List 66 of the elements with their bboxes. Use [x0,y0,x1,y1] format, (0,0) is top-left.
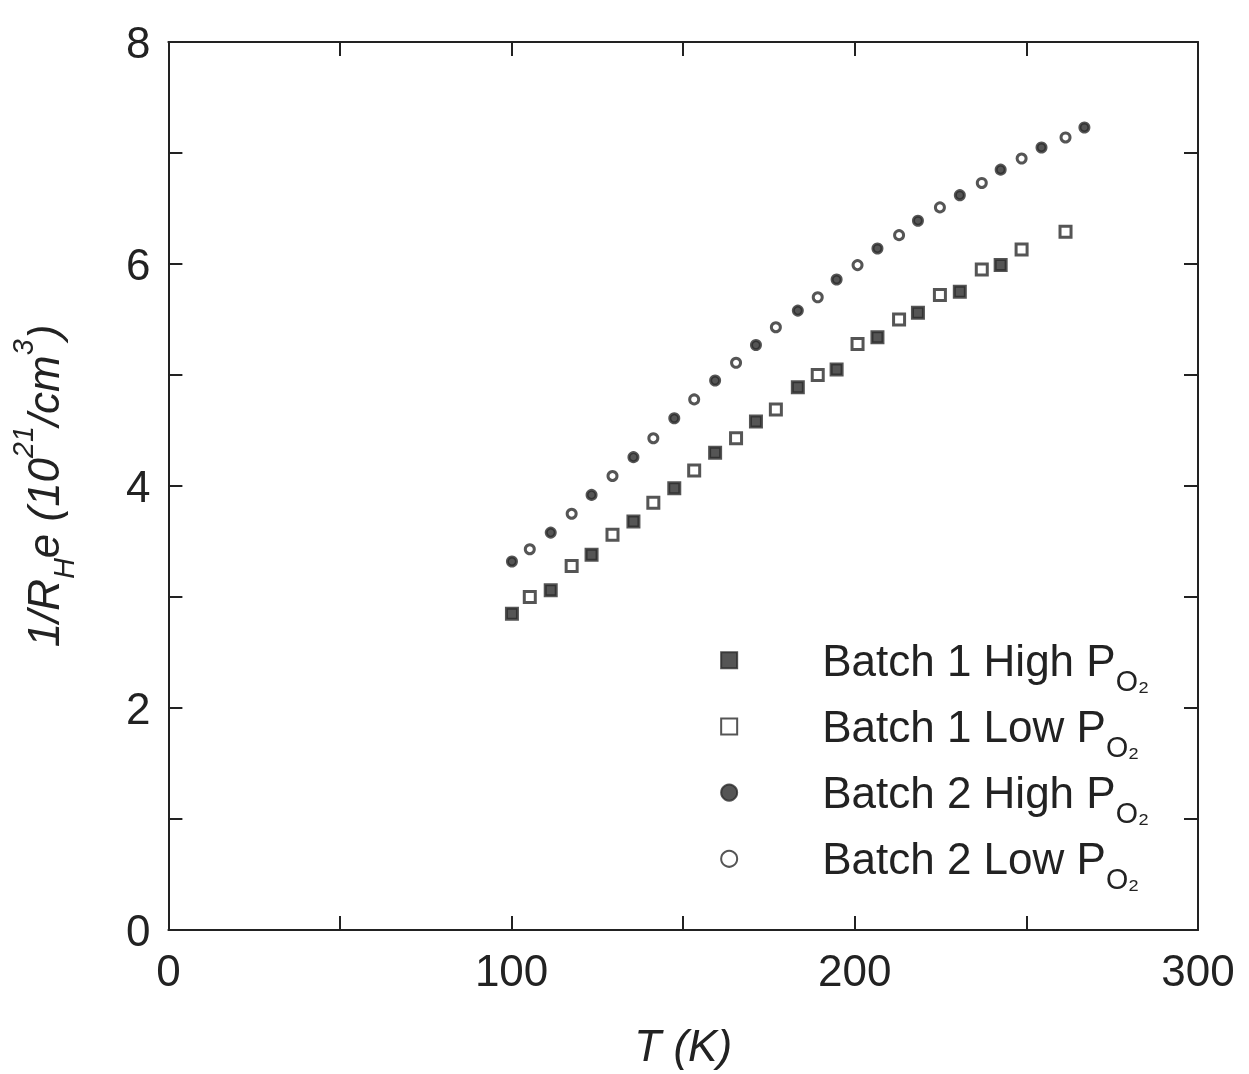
point [952,284,967,299]
point [933,201,946,214]
point [791,304,804,317]
point [687,463,702,478]
point [1059,131,1072,144]
point [708,445,723,460]
point [543,583,558,598]
point [626,514,641,529]
point [606,470,619,483]
point [994,163,1007,176]
point [892,312,907,327]
point [810,368,825,382]
point [1035,141,1048,154]
y-tick-label: 4 [125,461,151,511]
point [953,189,966,202]
point [851,259,864,272]
point [790,380,805,395]
point [504,606,519,621]
point [829,362,844,377]
x-tick-label: 200 [818,945,892,995]
point [769,321,782,334]
point [522,590,537,604]
point [627,451,640,464]
point [768,402,783,417]
y-tick-label: 0 [125,905,151,955]
point [911,214,924,227]
point [564,558,579,573]
y-tick-label: 8 [125,17,151,67]
point [688,393,701,406]
point [749,339,762,352]
point [870,330,885,345]
y-tick-label: 6 [125,239,151,289]
point [605,527,620,542]
point [811,291,824,304]
point [910,305,925,320]
point [850,336,865,351]
x-tick-label: 100 [474,945,549,995]
point [1058,224,1073,239]
point [975,176,988,189]
y-tick-label: 2 [125,683,151,733]
point [646,495,661,510]
point [730,356,743,369]
point [565,507,578,520]
point [505,555,518,568]
point [709,374,722,387]
point [932,288,947,303]
point [974,262,989,277]
point [667,481,682,496]
point [993,258,1008,273]
point [523,543,536,556]
point [1078,121,1091,134]
x-tick-label: 300 [1161,945,1235,995]
point [584,547,599,562]
point [830,273,843,286]
point [893,229,906,242]
point [871,242,884,255]
point [1014,242,1029,257]
point [544,526,557,539]
point [1015,152,1028,165]
point [668,412,681,425]
point [585,488,598,501]
x-axis-title: T (K) [634,1020,733,1070]
point [729,431,744,446]
point [647,432,660,445]
point [748,414,763,429]
y-axis-title: 1/RHe (1021/cm3) [6,324,80,648]
